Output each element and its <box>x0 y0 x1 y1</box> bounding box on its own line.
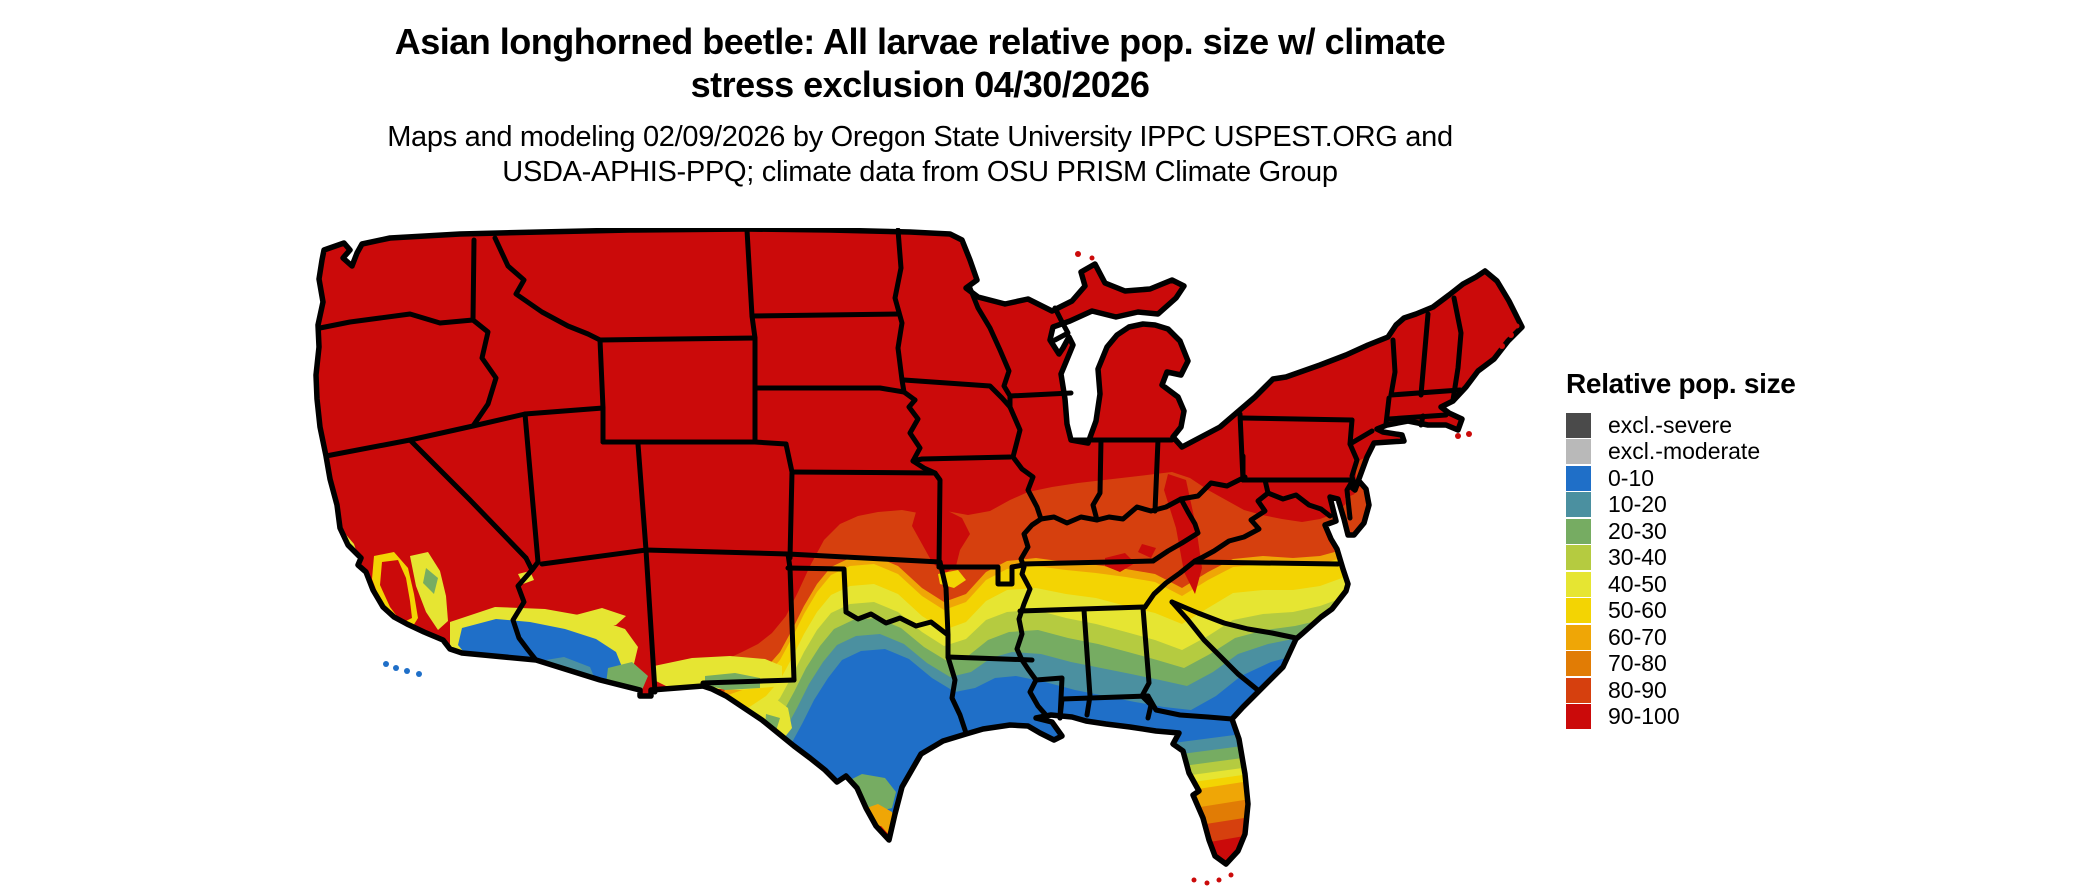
legend-swatch-80-90 <box>1566 677 1591 703</box>
legend-swatch-30-40 <box>1566 545 1591 571</box>
offshore-islands <box>383 251 1520 886</box>
socal-teal-patch <box>426 663 442 677</box>
legend-label: 10-20 <box>1608 491 1667 518</box>
legend-label: 70-80 <box>1608 650 1667 677</box>
legend-title: Relative pop. size <box>1566 368 1796 399</box>
legend-swatch-0-10 <box>1566 465 1591 491</box>
legend-label: 40-50 <box>1608 570 1667 597</box>
legend-label: 30-40 <box>1608 544 1667 571</box>
channel-island-dot <box>404 668 410 674</box>
channel-island-dot <box>416 671 422 677</box>
legend-label: excl.-severe <box>1608 411 1732 438</box>
sierra-green-specks <box>423 568 438 594</box>
us-map-svg <box>313 228 1525 886</box>
map-title-line1: Asian longhorned beetle: All larvae rela… <box>394 21 1446 62</box>
legend-label: 20-30 <box>1608 517 1667 544</box>
maine-island-dot <box>1499 343 1505 349</box>
maine-island-dot <box>1508 332 1514 338</box>
legend-item: 80-90 <box>1566 677 1796 704</box>
sierra-lemon-streak <box>410 552 448 630</box>
florida-keys-dot <box>1216 877 1222 883</box>
superior-island-dot <box>1089 255 1095 261</box>
legend-swatch-60-70 <box>1566 624 1591 650</box>
legend-label: excl.-moderate <box>1608 438 1761 465</box>
legend-item: excl.-severe <box>1566 412 1796 439</box>
legend-swatch-excl-severe <box>1566 412 1591 438</box>
legend-swatch-90-100 <box>1566 704 1591 730</box>
legend: Relative pop. size excl.-severe excl.-mo… <box>1566 368 1796 730</box>
map-subtitle-line1: Maps and modeling 02/09/2026 by Oregon S… <box>387 121 1453 153</box>
legend-swatch-40-50 <box>1566 571 1591 597</box>
legend-swatch-70-80 <box>1566 651 1591 677</box>
legend-item: 70-80 <box>1566 650 1796 678</box>
legend-item: 40-50 <box>1566 571 1796 598</box>
socal-blue-patches <box>406 647 456 677</box>
legend-swatch-50-60 <box>1566 598 1591 624</box>
legend-label: 0-10 <box>1608 464 1655 491</box>
mass-island-dot <box>1455 433 1461 439</box>
subtitle-block: Maps and modeling 02/09/2026 by Oregon S… <box>120 120 1720 190</box>
legend-item: 30-40 <box>1566 544 1796 572</box>
maine-island-dot <box>1514 323 1520 329</box>
legend-swatch-20-30 <box>1566 518 1591 544</box>
legend-item: 90-100 <box>1566 703 1796 731</box>
superior-island-dot <box>1075 251 1081 257</box>
legend-item: 50-60 <box>1566 597 1796 625</box>
legend-item: 60-70 <box>1566 624 1796 651</box>
map-raster-layers <box>316 229 1522 864</box>
map-subtitle-line2: USDA-APHIS-PPQ; climate data from OSU PR… <box>502 156 1338 188</box>
legend-label: 50-60 <box>1608 597 1667 624</box>
florida-keys-dot <box>1204 880 1210 886</box>
legend-label: 80-90 <box>1608 676 1667 703</box>
legend-item: excl.-moderate <box>1566 438 1796 466</box>
conus-outline <box>313 228 1525 867</box>
channel-island-dot <box>393 665 399 671</box>
mogollon-lemon-streak <box>572 608 626 625</box>
mass-island-dot <box>1466 431 1472 437</box>
cumberland-red-speck <box>1105 544 1156 572</box>
title-block: Asian longhorned beetle: All larvae rela… <box>120 20 1720 190</box>
legend-label: 60-70 <box>1608 623 1667 650</box>
legend-item: 10-20 <box>1566 491 1796 519</box>
us-map <box>310 228 1530 888</box>
ca-valley-red-core <box>380 560 412 623</box>
legend-label: 90-100 <box>1608 703 1680 730</box>
channel-island-dot <box>383 661 389 667</box>
state-borders <box>317 228 1464 736</box>
florida-keys-dot <box>1191 877 1197 883</box>
florida-keys-dot <box>1228 872 1234 878</box>
legend-swatch-10-20 <box>1566 492 1591 518</box>
legend-item: 20-30 <box>1566 518 1796 545</box>
map-title-line2: stress exclusion 04/30/2026 <box>690 64 1150 105</box>
legend-item: 0-10 <box>1566 465 1796 492</box>
legend-swatch-excl-moderate <box>1566 439 1591 465</box>
